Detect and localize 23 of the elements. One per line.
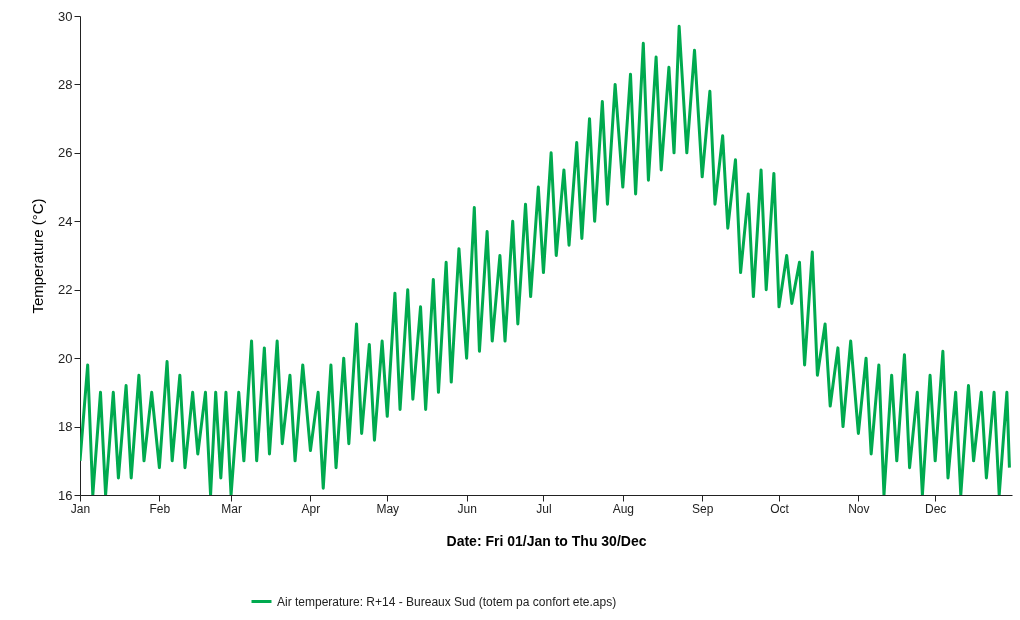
y-tick-label: 22 [58,282,73,298]
x-tick-label: Mar [221,501,242,516]
x-tick-label: Oct [770,501,790,516]
x-tick-label: Nov [848,501,870,516]
x-tick-label: Jan [70,501,91,516]
x-tick-label: Dec [925,501,947,516]
y-tick-label: 26 [58,145,73,161]
y-axis-title: Temperature (°C) [29,198,47,314]
x-tick-label: May [376,501,400,516]
y-tick-label: 30 [58,8,73,24]
y-tick-label: 18 [58,419,73,435]
x-tick-label: Sep [692,501,714,516]
x-tick-label: Jul [536,501,552,516]
x-tick-label: Feb [149,501,171,516]
y-tick-label: 20 [58,350,73,366]
y-tick-label: 24 [58,213,73,229]
x-tick-label: Aug [612,501,634,516]
x-tick-label: Apr [301,501,321,516]
y-tick-label: 16 [58,487,73,503]
x-axis-title: Date: Fri 01/Jan to Thu 30/Dec [446,532,647,549]
legend-label: Air temperature: R+14 - Bureaux Sud (totem pa confort ete.aps) [277,594,617,609]
x-tick-label: Jun [457,501,477,516]
y-tick-label: 28 [58,76,73,92]
